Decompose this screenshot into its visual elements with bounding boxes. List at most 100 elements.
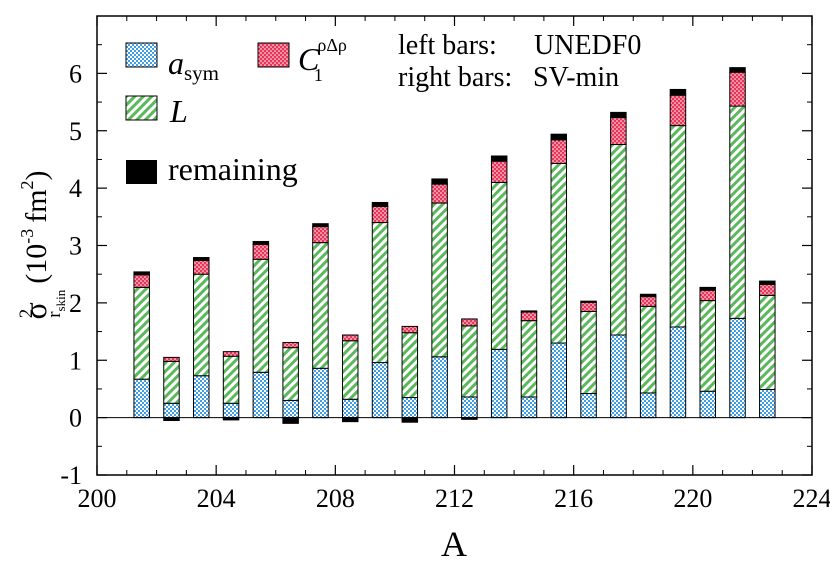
bar-right-206-remaining xyxy=(282,417,299,424)
x-tick-label-220: 220 xyxy=(673,484,712,513)
legend-label-remaining: remaining xyxy=(168,151,298,187)
bar-left-220-L xyxy=(669,125,687,328)
legend-swatch-remaining xyxy=(126,160,157,184)
bar-left-210-remaining xyxy=(371,201,389,207)
bar-right-204-L xyxy=(222,355,240,404)
bar-right-220-c1 xyxy=(699,289,716,302)
bar-left-208-asym xyxy=(312,367,329,419)
bar-left-202-remaining xyxy=(133,271,150,276)
bar-right-220-L xyxy=(699,300,716,392)
legend: asym CρΔρ 1 L remaining xyxy=(125,35,347,187)
bar-left-206-L xyxy=(252,258,270,373)
bar-right-206-L xyxy=(282,347,299,401)
bar-left-202-asym xyxy=(133,378,150,419)
bar-left-208-c1 xyxy=(312,226,329,244)
y-label-sigma: σ xyxy=(17,302,53,319)
legend-label-L: L xyxy=(169,93,188,129)
bar-left-206-remaining xyxy=(252,240,270,245)
x-axis-label: A xyxy=(441,524,467,561)
x-tick-label-204: 204 xyxy=(197,484,236,513)
y-label-units-exp: -3 xyxy=(17,229,37,244)
bar-left-204-c1 xyxy=(193,259,210,275)
x-tick-label-216: 216 xyxy=(554,484,593,513)
bar-left-210-L xyxy=(371,222,389,364)
bar-left-222-c1 xyxy=(729,71,746,107)
bar-right-218-remaining xyxy=(639,293,657,298)
bar-right-212-asym xyxy=(461,396,478,419)
bar-right-214-remaining xyxy=(520,310,538,313)
bar-right-202-c1 xyxy=(163,356,180,362)
bar-left-220-c1 xyxy=(669,94,687,127)
bar-left-214-remaining xyxy=(490,155,508,162)
bar-left-220-asym xyxy=(669,326,687,419)
bar-left-212-c1 xyxy=(431,183,448,204)
bar-left-210-c1 xyxy=(371,205,389,224)
bar-right-222-c1 xyxy=(759,284,776,296)
bar-right-214-L xyxy=(520,320,538,398)
bar-left-208-L xyxy=(312,242,329,369)
y-tick-label-3: 3 xyxy=(69,232,82,261)
bar-right-216-asym xyxy=(580,393,597,419)
bar-right-216-remaining xyxy=(580,300,597,303)
note-left-label: left bars: xyxy=(398,30,497,61)
bar-left-204-remaining xyxy=(193,257,210,261)
legend-swatch-c1 xyxy=(257,42,290,68)
bar-left-216-asym xyxy=(550,342,568,419)
bar-right-210-remaining xyxy=(401,417,419,423)
bar-right-208-remaining xyxy=(341,417,359,423)
bar-right-210-c1 xyxy=(401,325,419,334)
bar-right-210-L xyxy=(401,332,419,399)
y-axis-label: σ2 rskin(10-3fm2) xyxy=(16,170,68,319)
y-tick-label-0: 0 xyxy=(69,404,82,433)
bar-left-216-c1 xyxy=(550,139,568,164)
bar-right-214-asym xyxy=(520,396,538,419)
bar-left-212-L xyxy=(431,202,448,358)
bar-left-222-L xyxy=(729,105,746,319)
note-right-label: right bars: xyxy=(398,62,512,93)
bar-left-216-remaining xyxy=(550,133,568,141)
y-tick-label-2: 2 xyxy=(69,289,82,318)
x-tick-label-208: 208 xyxy=(316,484,355,513)
bar-right-212-c1 xyxy=(461,318,478,327)
bar-right-206-asym xyxy=(282,399,299,419)
bar-right-206-c1 xyxy=(282,341,299,349)
bar-right-208-c1 xyxy=(341,334,359,342)
bar-right-202-asym xyxy=(163,402,180,419)
bar-left-212-remaining xyxy=(431,178,448,185)
bar-left-216-L xyxy=(550,162,568,344)
x-tick-label-200: 200 xyxy=(78,484,117,513)
bar-right-216-c1 xyxy=(580,301,597,312)
bar-right-208-L xyxy=(341,340,359,400)
bar-right-204-c1 xyxy=(222,351,240,357)
y-label-r: r xyxy=(44,311,65,318)
bar-left-214-c1 xyxy=(490,160,508,183)
bar-right-202-L xyxy=(163,360,180,404)
y-label-skin: skin xyxy=(53,289,68,311)
bar-left-206-c1 xyxy=(252,243,270,260)
bar-left-222-remaining xyxy=(729,67,746,73)
note-right-value: SV-min xyxy=(533,62,619,93)
y-tick-label-4: 4 xyxy=(69,174,82,203)
bar-right-216-L xyxy=(580,310,597,395)
bar-left-218-remaining xyxy=(610,111,627,119)
bar-right-222-L xyxy=(759,294,776,391)
bar-left-218-c1 xyxy=(610,117,627,146)
legend-swatch-L xyxy=(125,95,158,121)
bar-right-218-L xyxy=(639,305,657,394)
x-tick-label-212: 212 xyxy=(435,484,474,513)
x-tick-label-224: 224 xyxy=(793,484,830,513)
bar-left-214-L xyxy=(490,181,508,350)
bar-right-214-c1 xyxy=(520,311,538,322)
y-tick-label-6: 6 xyxy=(69,59,82,88)
bar-left-212-asym xyxy=(431,356,448,419)
y-label-fm-exp: 2 xyxy=(17,180,37,189)
legend-label-c1: CρΔρ 1 xyxy=(298,35,347,85)
bar-left-202-L xyxy=(133,286,150,380)
y-label-units: (10 xyxy=(20,244,53,284)
bar-right-222-remaining xyxy=(759,280,776,286)
bar-right-218-c1 xyxy=(639,296,657,307)
bar-right-220-remaining xyxy=(699,286,716,291)
bar-right-218-asym xyxy=(639,392,657,419)
